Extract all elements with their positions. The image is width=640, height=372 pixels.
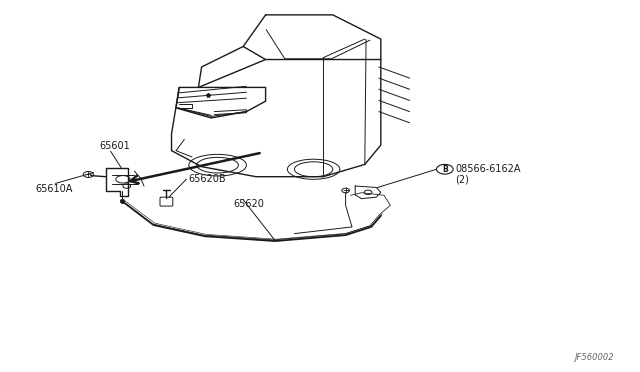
Text: B: B <box>442 165 447 174</box>
Text: 08566-6162A: 08566-6162A <box>455 164 520 173</box>
Text: 65620B: 65620B <box>189 174 227 184</box>
Text: (2): (2) <box>455 175 469 185</box>
Text: 65601: 65601 <box>99 141 130 151</box>
Text: 65620: 65620 <box>234 199 264 209</box>
Text: JF560002: JF560002 <box>575 353 614 362</box>
Text: 65610A: 65610A <box>35 184 72 194</box>
